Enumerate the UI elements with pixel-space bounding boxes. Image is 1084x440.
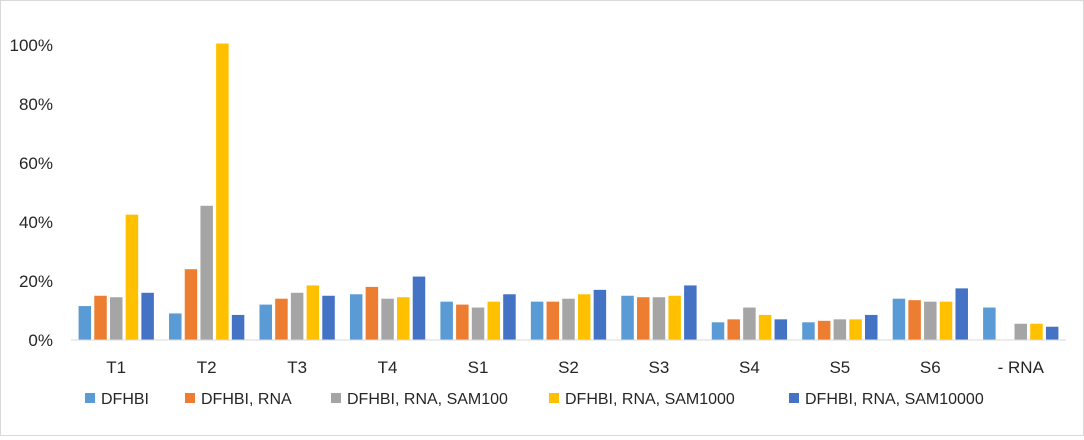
legend-swatch xyxy=(185,393,195,403)
bar xyxy=(125,214,139,341)
legend-swatch xyxy=(789,393,799,403)
legend-label: DFHBI, RNA, SAM1000 xyxy=(565,391,735,408)
bar xyxy=(94,295,107,340)
legend: DFHBI DFHBI, RNA DFHBI, RNA, SAM100 DFHBI, … xyxy=(85,391,984,408)
bar xyxy=(577,294,591,340)
bar xyxy=(141,292,154,340)
bar xyxy=(322,295,335,340)
legend-label: DFHBI xyxy=(101,391,149,408)
bar xyxy=(865,314,878,340)
x-tick-label: S6 xyxy=(920,358,941,377)
bar xyxy=(216,43,229,340)
bar xyxy=(833,319,847,340)
bar xyxy=(397,297,410,340)
x-tick-label: T1 xyxy=(106,358,126,377)
x-tick-label: S3 xyxy=(649,358,670,377)
bar xyxy=(109,297,123,340)
x-tick-label: S4 xyxy=(739,358,760,377)
bar xyxy=(668,295,681,340)
bar xyxy=(924,301,937,340)
y-tick-label: 40% xyxy=(19,213,53,232)
bar xyxy=(955,288,968,341)
legend-swatch xyxy=(549,393,559,403)
bar xyxy=(802,322,815,340)
bar xyxy=(743,307,756,340)
y-tick-label: 80% xyxy=(19,95,53,114)
bar xyxy=(892,298,906,340)
x-tick-label: T3 xyxy=(287,358,307,377)
bar xyxy=(593,289,607,340)
bar xyxy=(503,294,516,340)
bar xyxy=(259,304,272,340)
x-tick-label: T4 xyxy=(378,358,398,377)
bar-series-group xyxy=(78,43,1059,341)
bar xyxy=(349,294,363,340)
y-tick-label: 0% xyxy=(28,331,53,350)
bar xyxy=(1014,323,1028,340)
bar xyxy=(275,298,288,340)
bar xyxy=(169,313,182,340)
bar xyxy=(471,307,485,340)
bar xyxy=(290,292,304,340)
bar xyxy=(684,285,697,340)
x-tick-label: S2 xyxy=(558,358,579,377)
bar xyxy=(184,269,198,340)
bar xyxy=(412,276,426,340)
bar xyxy=(939,301,953,340)
y-tick-label: 20% xyxy=(19,272,53,291)
y-axis-tick-labels: 0% 20% 40% 60% 80% 100% xyxy=(10,36,53,350)
bar xyxy=(306,285,320,340)
bar xyxy=(562,298,575,340)
x-axis-tick-labels: T1 T2 T3 T4 S1 S2 S3 S4 S5 S6 - RNA xyxy=(106,358,1044,377)
bar xyxy=(440,301,453,340)
bar xyxy=(78,306,92,340)
bar xyxy=(711,322,725,340)
x-tick-label: S5 xyxy=(829,358,850,377)
bar xyxy=(487,301,500,340)
y-tick-label: 100% xyxy=(10,36,53,55)
bar xyxy=(637,297,650,340)
x-tick-label: T2 xyxy=(197,358,217,377)
legend-label: DFHBI, RNA, SAM100 xyxy=(347,391,508,408)
bar xyxy=(231,314,245,340)
bar xyxy=(546,301,560,340)
x-tick-label: - RNA xyxy=(998,358,1045,377)
x-tick-label: S1 xyxy=(468,358,489,377)
bar xyxy=(652,297,666,340)
bar xyxy=(908,300,921,340)
bar xyxy=(817,320,831,340)
bar xyxy=(530,301,544,340)
legend-label: DFHBI, RNA xyxy=(201,391,292,408)
bar xyxy=(621,295,634,340)
bar xyxy=(456,304,469,340)
legend-swatch xyxy=(331,393,341,403)
legend-label: DFHBI, RNA, SAM10000 xyxy=(805,391,984,408)
y-tick-label: 60% xyxy=(19,154,53,173)
bar xyxy=(983,307,996,340)
bar xyxy=(381,298,394,340)
bar xyxy=(849,319,862,340)
bar xyxy=(727,319,740,340)
bar xyxy=(758,314,772,340)
bar xyxy=(365,286,379,340)
bar xyxy=(774,319,788,340)
bar xyxy=(1030,323,1043,340)
legend-swatch xyxy=(85,393,95,403)
bar xyxy=(1045,326,1059,340)
bar xyxy=(200,205,213,340)
